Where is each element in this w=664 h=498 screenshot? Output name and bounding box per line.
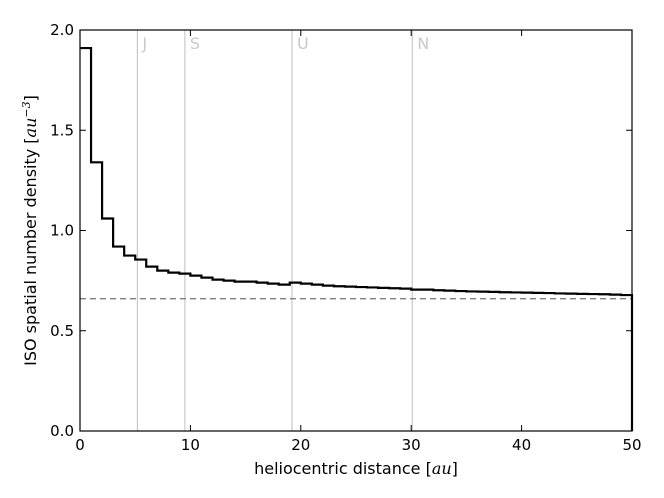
planet-label-j: J: [141, 34, 147, 53]
axis-ticks: 0 10 20 30 40 50 0.0 0.5 1.0 1.5 2.0: [50, 21, 641, 454]
x-tick-label: 0: [75, 436, 85, 454]
y-axis-label-close: ]: [21, 95, 40, 101]
series-line-0: [80, 46, 634, 431]
x-axis-label: heliocentric distance [au]: [254, 459, 458, 478]
x-tick-label: 40: [512, 436, 531, 454]
y-axis-label-unit: au: [21, 118, 40, 138]
x-axis-label-unit: au: [432, 459, 452, 478]
x-axis-label-close: ]: [452, 459, 458, 478]
plot-frame: [79, 29, 633, 432]
x-axis-label-text: heliocentric distance [: [254, 459, 432, 478]
x-tick-label: 50: [622, 436, 641, 454]
y-tick-label: 0.0: [50, 422, 74, 440]
x-tick-label: 10: [181, 436, 200, 454]
y-tick-label: 1.5: [50, 121, 74, 139]
y-tick-label: 1.0: [50, 222, 74, 240]
y-axis-label: ISO spatial number density [au−3]: [20, 95, 40, 366]
series-group: [80, 46, 634, 431]
planet-label-s: S: [190, 34, 200, 53]
y-axis-label-text: ISO spatial number density [: [21, 137, 40, 365]
x-tick-label: 20: [291, 436, 310, 454]
y-tick-label: 0.5: [50, 322, 74, 340]
y-axis-label-exponent: −3: [20, 101, 33, 117]
x-tick-label: 30: [402, 436, 421, 454]
planet-label-u: U: [297, 34, 309, 53]
y-tick-label: 2.0: [50, 21, 74, 39]
planet-label-n: N: [417, 34, 429, 53]
